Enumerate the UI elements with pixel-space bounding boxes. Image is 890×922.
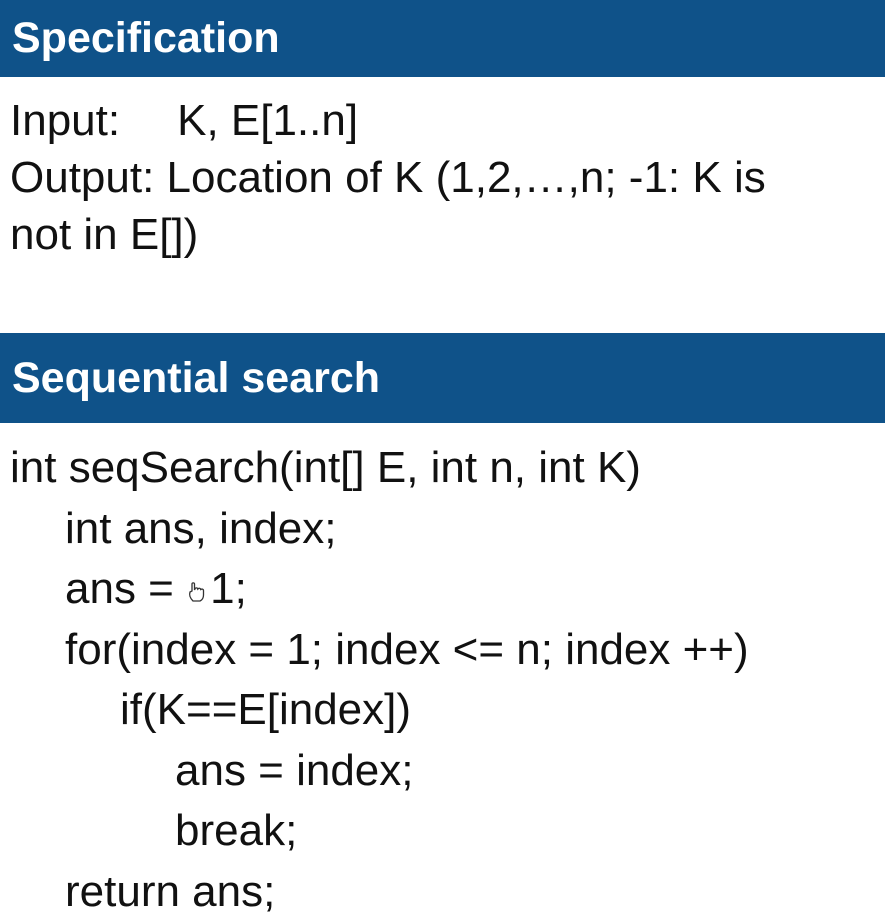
specification-title: Specification (12, 14, 280, 63)
code-line-if: if(K==E[index]) (10, 680, 880, 741)
code-line-declare: int ans, index; (10, 499, 880, 560)
sequential-search-header: Sequential search (0, 333, 885, 423)
code-line-signature: int seqSearch(int[] E, int n, int K) (10, 438, 880, 499)
code-line-assign: ans = index; (10, 741, 880, 802)
code-init-prefix: ans = (65, 564, 186, 613)
specification-header: Specification (0, 0, 885, 77)
hand-cursor-icon (186, 579, 208, 605)
input-value: K, E[1..n] (177, 96, 358, 145)
input-label: Input: (10, 92, 120, 149)
code-init-suffix: 1; (210, 564, 247, 613)
code-line-for: for(index = 1; index <= n; index ++) (10, 620, 880, 681)
specification-body: Input: K, E[1..n] Output: Location of K (… (10, 92, 880, 263)
output-line-2: not in E[]) (10, 206, 880, 263)
code-line-break: break; (10, 801, 880, 862)
code-listing: int seqSearch(int[] E, int n, int K) int… (10, 438, 880, 922)
output-line-1: Output: Location of K (1,2,…,n; -1: K is (10, 149, 880, 206)
code-line-init: ans = 1; (10, 559, 880, 620)
input-line: Input: K, E[1..n] (10, 92, 880, 149)
sequential-search-title: Sequential search (12, 354, 380, 403)
